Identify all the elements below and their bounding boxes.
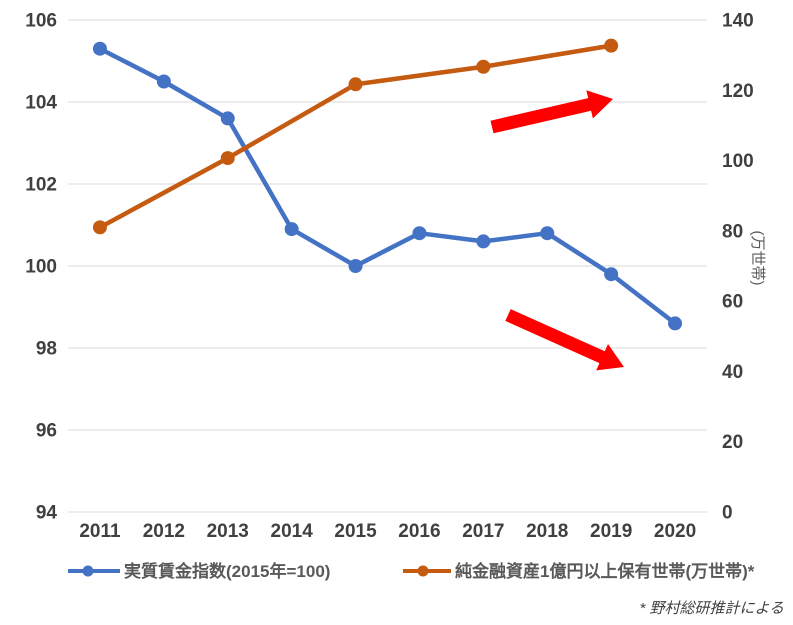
y-right-tick-label: 80 <box>722 221 743 242</box>
data-point-marker-0 <box>220 111 235 126</box>
legend-label-households: 純金融資産1億円以上保有世帯(万世帯)* <box>455 561 755 581</box>
x-tick-label: 2014 <box>271 521 314 542</box>
series-line-0 <box>97 46 678 326</box>
y-left-tick-label: 94 <box>36 503 58 524</box>
y-axis-left-tick-labels: 106 104 102 100 98 96 94 <box>25 11 57 524</box>
y-right-tick-label: 120 <box>722 81 754 102</box>
y-left-tick-label: 100 <box>25 257 57 278</box>
data-point-marker-1 <box>604 38 619 53</box>
data-point-marker-0 <box>668 316 683 331</box>
legend-marker-wage <box>82 565 94 577</box>
x-tick-label: 2017 <box>462 521 504 542</box>
x-tick-label: 2013 <box>207 521 249 542</box>
gridlines <box>68 19 707 513</box>
x-tick-label: 2016 <box>398 521 440 542</box>
data-point-marker-1 <box>348 77 363 92</box>
data-point-marker-1 <box>92 220 107 235</box>
source-footnote: * 野村総研推計による <box>639 600 784 617</box>
data-point-marker-1 <box>476 59 491 74</box>
arrow-up-right <box>490 90 613 134</box>
y-right-tick-label: 20 <box>722 432 743 453</box>
y-right-tick-label: 100 <box>722 151 754 172</box>
x-tick-label: 2019 <box>590 521 632 542</box>
legend-item-wage: 実質賃金指数(2015年=100) <box>68 561 330 581</box>
arrow-down-right <box>505 309 624 371</box>
legend-item-households: 純金融資産1億円以上保有世帯(万世帯)* <box>403 561 755 581</box>
x-tick-label: 2018 <box>526 521 568 542</box>
y-left-tick-label: 104 <box>25 93 57 114</box>
series-line-1 <box>97 43 614 230</box>
annotation-arrows <box>490 90 624 371</box>
data-point-marker-0 <box>348 259 363 273</box>
legend-marker-households <box>417 565 429 577</box>
data-point-marker-0 <box>284 222 299 237</box>
data-point-marker-0 <box>92 41 107 56</box>
legend: 実質賃金指数(2015年=100) 純金融資産1億円以上保有世帯(万世帯)* <box>68 561 755 581</box>
data-point-marker-0 <box>412 226 427 241</box>
y-right-tick-label: 140 <box>722 11 754 32</box>
y-left-tick-label: 106 <box>25 11 57 32</box>
data-point-marker-0 <box>156 74 171 89</box>
y-right-tick-label: 0 <box>722 503 733 524</box>
y-left-tick-label: 96 <box>36 421 57 442</box>
x-axis-tick-labels: 2011 2012 2013 2014 2015 2016 2017 2018 2019 2020 <box>79 521 696 542</box>
right-axis-title: (万世帯) <box>749 231 766 286</box>
data-point-marker-0 <box>540 226 555 241</box>
data-point-marker-1 <box>220 151 235 166</box>
data-point-marker-0 <box>604 267 619 282</box>
data-point-marker-0 <box>476 234 491 249</box>
x-tick-label: 2015 <box>334 521 377 542</box>
y-right-tick-label: 60 <box>722 292 743 313</box>
x-tick-label: 2011 <box>79 521 121 542</box>
x-tick-label: 2012 <box>143 521 185 542</box>
series-lines <box>92 38 683 331</box>
y-left-tick-label: 98 <box>36 339 57 360</box>
y-right-tick-label: 40 <box>722 362 743 383</box>
legend-label-wage: 実質賃金指数(2015年=100) <box>124 561 330 581</box>
x-tick-label: 2020 <box>654 521 696 542</box>
y-axis-right-tick-labels: 140 120 100 80 60 40 20 0 <box>722 11 754 524</box>
y-left-tick-label: 102 <box>25 175 57 196</box>
